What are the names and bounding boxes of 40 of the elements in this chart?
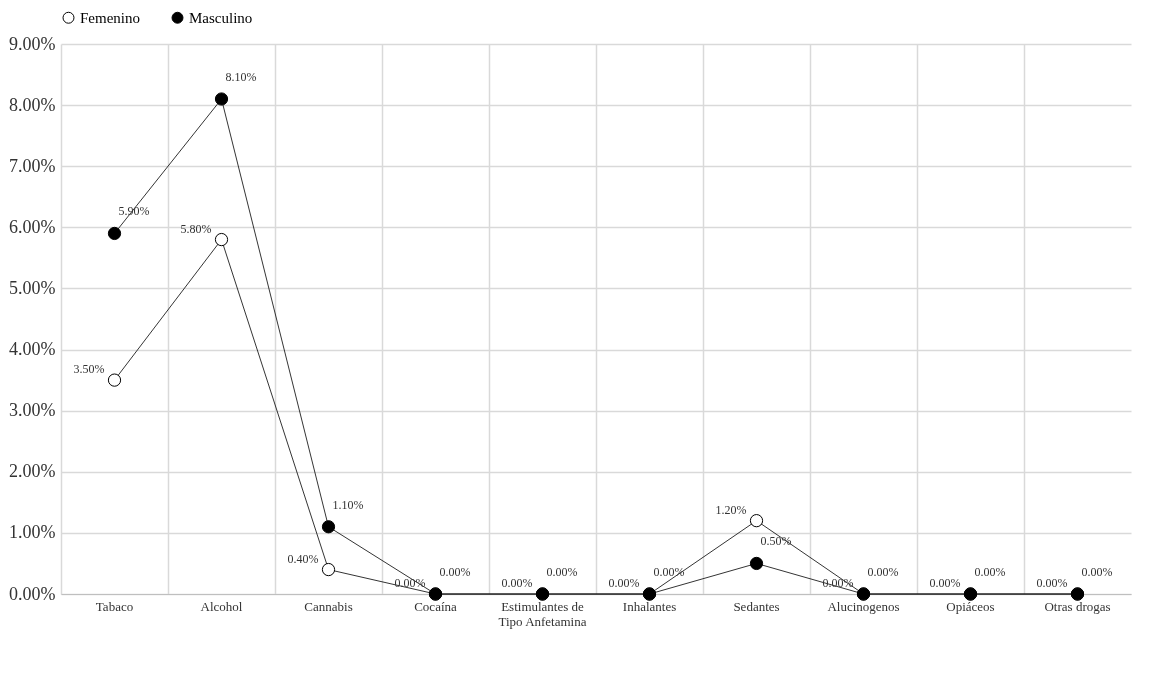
y-tick-label: 1.00%: [9, 522, 56, 543]
data-label: 1.10%: [332, 497, 364, 512]
x-tick-label: Alcohol: [200, 598, 243, 614]
y-tick-label: 4.00%: [9, 339, 56, 360]
y-tick-label: 3.00%: [9, 400, 56, 421]
y-tick-label: 2.00%: [9, 461, 56, 482]
x-tick-label: Cannabis: [304, 598, 353, 614]
data-label: 0.40%: [287, 551, 319, 566]
legend-label: Femenino: [80, 9, 140, 26]
legend-label: Masculino: [189, 9, 253, 26]
y-tick-label: 0.00%: [9, 583, 56, 604]
data-label: 8.10%: [225, 70, 257, 84]
x-tick-label: Tabaco: [95, 598, 134, 614]
data-label: 0.00%: [653, 565, 685, 579]
x-tick-label: Sedantes: [733, 598, 780, 614]
x-tick-label: Estimulantes de Tipo Anfetamina: [498, 598, 587, 629]
y-tick-label: 8.00%: [9, 94, 56, 115]
data-label: 0.00%: [546, 565, 578, 579]
x-tick-label: Alucinogenos: [827, 598, 900, 614]
data-label: 3.50%: [73, 362, 105, 377]
data-label: 0.00%: [608, 576, 640, 590]
x-tick-label: Cocaína: [414, 598, 458, 614]
data-label: 0.00%: [974, 565, 1006, 579]
data-label: 0.00%: [1081, 565, 1113, 579]
data-label: 5.80%: [180, 221, 212, 236]
y-tick-label: 7.00%: [9, 155, 56, 176]
data-label: 0.00%: [439, 565, 471, 579]
y-tick-label: 9.00%: [9, 33, 56, 54]
data-label: 1.20%: [715, 502, 747, 517]
data-label: 0.00%: [929, 576, 961, 590]
x-tick-label: Inhalantes: [622, 598, 677, 614]
data-label: 0.50%: [760, 534, 792, 549]
y-tick-label: 6.00%: [9, 216, 56, 237]
data-label: 0.00%: [867, 565, 899, 579]
data-label: 0.00%: [501, 576, 533, 590]
x-tick-label: Opiáceos: [946, 598, 995, 614]
data-label: 0.00%: [1036, 576, 1068, 590]
data-label: 5.90%: [118, 204, 150, 219]
x-tick-label: Otras drogas: [1044, 598, 1111, 614]
y-tick-label: 5.00%: [9, 277, 56, 298]
